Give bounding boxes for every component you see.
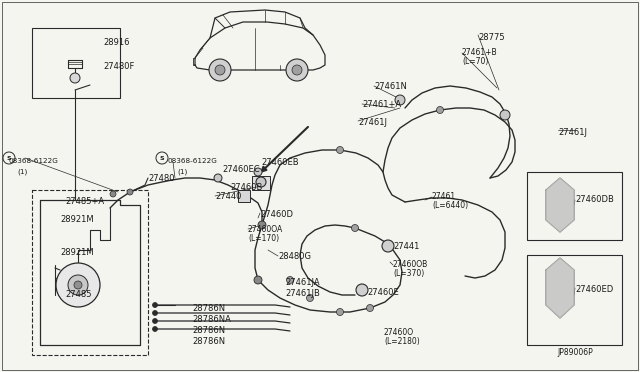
Text: 27460DB: 27460DB [575, 195, 614, 204]
Circle shape [152, 327, 157, 331]
Text: 27460B: 27460B [230, 183, 262, 192]
Circle shape [152, 318, 157, 324]
Bar [32, 28, 120, 98]
Text: (1): (1) [17, 168, 28, 174]
Circle shape [70, 73, 80, 83]
Text: 27461JB: 27461JB [285, 289, 320, 298]
Circle shape [68, 275, 88, 295]
Text: 27461+A: 27461+A [362, 100, 401, 109]
Text: (L=2180): (L=2180) [384, 337, 420, 346]
Text: 27460ED: 27460ED [575, 285, 613, 294]
Circle shape [382, 240, 394, 252]
Text: 27461JA: 27461JA [285, 278, 319, 287]
Circle shape [436, 106, 444, 113]
Circle shape [367, 305, 374, 311]
Text: 27480: 27480 [148, 174, 175, 183]
Text: 27485+A: 27485+A [65, 197, 104, 206]
Text: 08368-6122G: 08368-6122G [8, 158, 58, 164]
Text: 28480G: 28480G [278, 252, 311, 261]
Circle shape [209, 59, 231, 81]
Text: 27460D: 27460D [260, 210, 293, 219]
Circle shape [286, 59, 308, 81]
Text: 27460EC: 27460EC [222, 165, 260, 174]
Text: (L=6440): (L=6440) [432, 201, 468, 210]
Text: 27461N: 27461N [374, 82, 407, 91]
Circle shape [395, 95, 405, 105]
Text: 27461+B: 27461+B [462, 48, 498, 57]
Text: 28775: 28775 [478, 33, 504, 42]
Circle shape [258, 221, 266, 229]
Text: 28921M: 28921M [60, 215, 93, 224]
Circle shape [214, 174, 222, 182]
Bar [32, 190, 148, 355]
Text: 27485: 27485 [65, 290, 92, 299]
Circle shape [307, 295, 314, 301]
Text: 27460O: 27460O [384, 328, 414, 337]
Text: 27441: 27441 [393, 242, 419, 251]
Circle shape [337, 308, 344, 315]
Text: 28921M: 28921M [60, 248, 93, 257]
Circle shape [127, 189, 133, 195]
Text: (L=170): (L=170) [248, 234, 279, 243]
Text: 28786N: 28786N [192, 326, 225, 335]
Text: 28786N: 28786N [192, 337, 225, 346]
Bar [527, 172, 622, 240]
Text: 28916: 28916 [103, 38, 129, 47]
Text: S: S [160, 155, 164, 160]
Text: 27460OB: 27460OB [393, 260, 428, 269]
Circle shape [337, 147, 344, 154]
Text: 27480F: 27480F [103, 62, 134, 71]
Circle shape [254, 276, 262, 284]
Text: 27460E: 27460E [367, 288, 399, 297]
Circle shape [74, 281, 82, 289]
Circle shape [500, 110, 510, 120]
Text: 08368-6122G: 08368-6122G [168, 158, 218, 164]
Circle shape [56, 263, 100, 307]
Text: 27461: 27461 [432, 192, 456, 201]
Circle shape [254, 168, 262, 176]
Circle shape [287, 276, 294, 283]
Text: 27460OA: 27460OA [248, 225, 284, 234]
Text: (1): (1) [177, 168, 188, 174]
Text: 28786N: 28786N [192, 304, 225, 313]
Bar [252, 176, 270, 190]
Text: 28786NA: 28786NA [192, 315, 231, 324]
Text: JP89006P: JP89006P [557, 348, 593, 357]
Text: (L=370): (L=370) [393, 269, 424, 278]
Circle shape [356, 284, 368, 296]
Circle shape [152, 302, 157, 308]
Circle shape [351, 224, 358, 231]
Bar [238, 190, 250, 202]
Circle shape [215, 65, 225, 75]
Polygon shape [546, 178, 574, 232]
Polygon shape [546, 258, 574, 318]
Text: 27461J: 27461J [558, 128, 587, 137]
Circle shape [292, 65, 302, 75]
Bar [527, 255, 622, 345]
Text: 27460EB: 27460EB [261, 158, 299, 167]
Circle shape [152, 311, 157, 315]
Text: (L=70): (L=70) [462, 57, 488, 66]
Text: 27440: 27440 [215, 192, 241, 201]
Circle shape [110, 191, 116, 197]
Text: 27461J: 27461J [358, 118, 387, 127]
Circle shape [256, 177, 266, 187]
Text: S: S [6, 155, 12, 160]
